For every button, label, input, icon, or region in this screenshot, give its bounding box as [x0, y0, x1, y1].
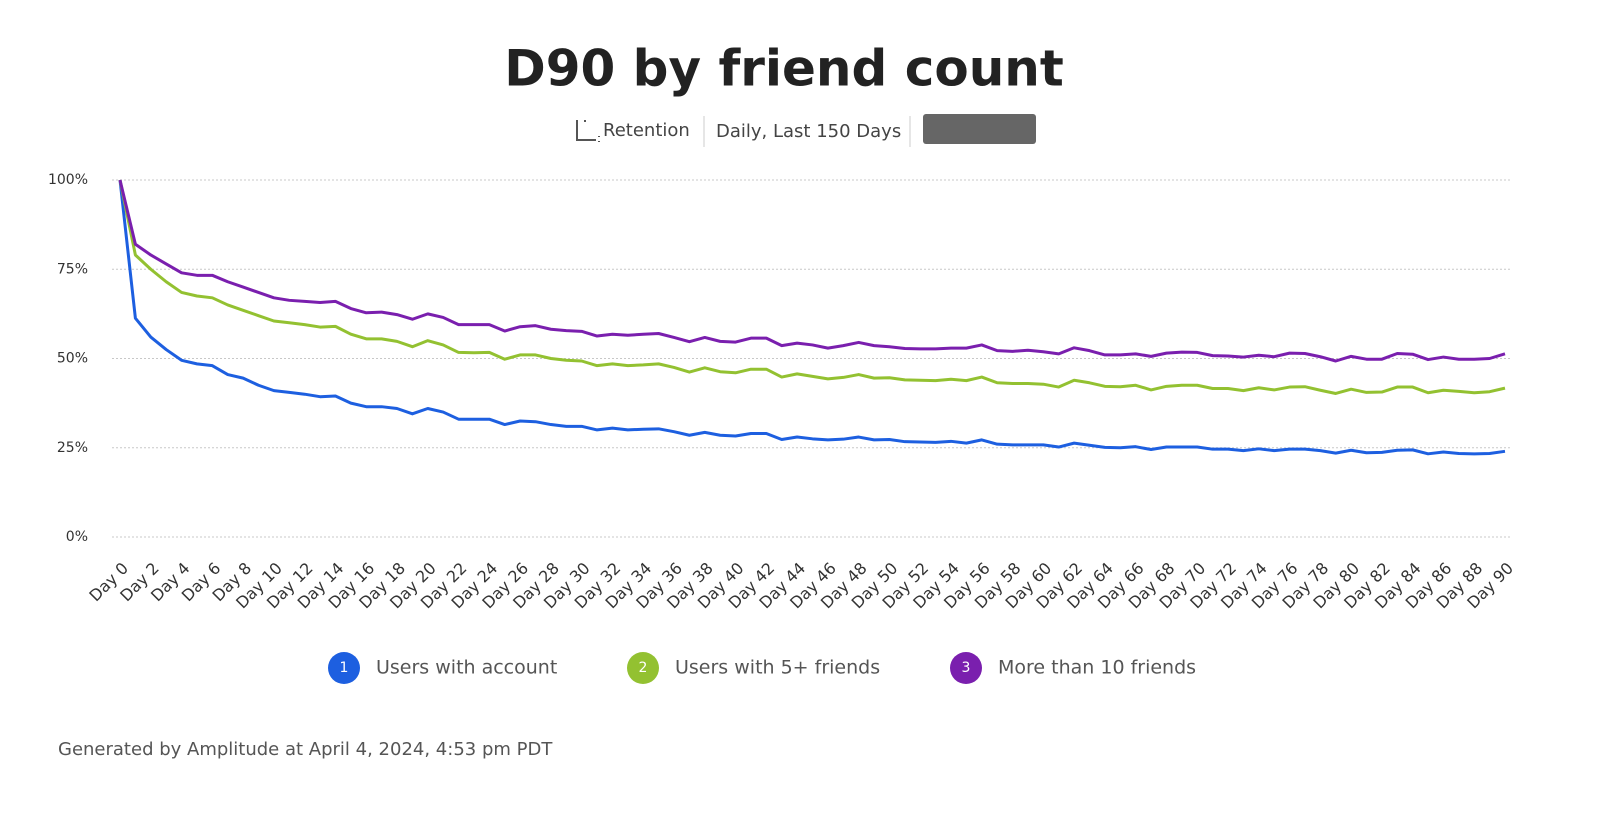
metric: Retention: [603, 120, 690, 141]
series-line: [118, 179, 1506, 363]
legend-number: 1: [340, 660, 349, 676]
y-tick-label: 0%: [66, 529, 88, 545]
chart-title: D90 by friend count: [504, 40, 1064, 98]
legend-label: More than 10 friends: [998, 657, 1196, 679]
y-tick-label: 50%: [57, 351, 88, 367]
legend-swatch: [627, 652, 659, 684]
series-line: [118, 179, 1506, 456]
y-tick-label: 100%: [48, 172, 88, 188]
series-line: [118, 179, 1506, 395]
legend-number: 3: [962, 660, 971, 676]
y-tick-label: 75%: [57, 261, 88, 277]
redacted: [923, 114, 1036, 144]
legend-label: Users with 5+ friends: [675, 657, 880, 679]
subtitle: Daily, Last 150 Days: [716, 121, 901, 142]
footer: Generated by Amplitude at April 4, 2024,…: [58, 739, 553, 760]
legend-swatch: [950, 652, 982, 684]
legend-label: Users with account: [376, 657, 557, 679]
retention-icon: [576, 120, 600, 142]
legend-number: 2: [639, 660, 648, 676]
legend-swatch: [328, 652, 360, 684]
y-tick-label: 25%: [57, 440, 88, 456]
